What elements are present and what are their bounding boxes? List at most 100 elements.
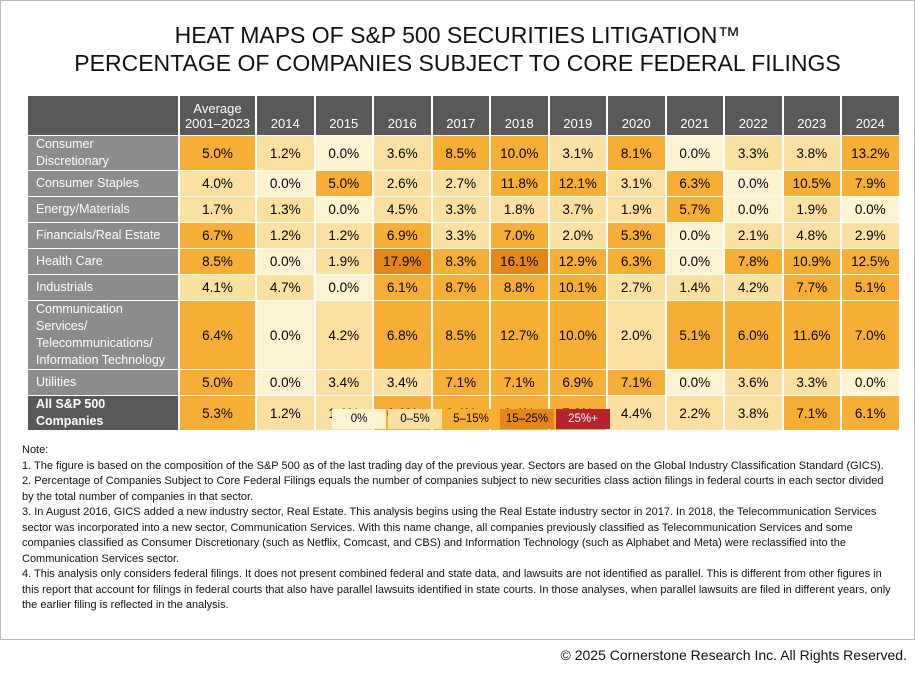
cell: 5.1% — [842, 275, 899, 300]
cell: 3.8% — [783, 136, 840, 170]
cell: 5.0% — [180, 136, 255, 170]
cell: 11.6% — [783, 301, 840, 369]
cell: 2.9% — [842, 223, 899, 248]
cell: 0.0% — [315, 197, 372, 222]
cell: 7.1% — [608, 370, 665, 395]
cell: 6.8% — [374, 301, 431, 369]
cell: 4.1% — [180, 275, 255, 300]
column-header: Average 2001–2023 — [180, 96, 255, 135]
cell: 0.0% — [725, 171, 782, 196]
cell: 2.0% — [549, 223, 606, 248]
column-header: 2018 — [491, 96, 548, 135]
cell: 5.7% — [666, 197, 723, 222]
cell: 3.3% — [725, 136, 782, 170]
cell: 1.9% — [783, 197, 840, 222]
cell: 2.7% — [432, 171, 489, 196]
cell: 12.7% — [491, 301, 548, 369]
column-header: 2020 — [608, 96, 665, 135]
cell: 5.0% — [315, 171, 372, 196]
cell: 0.0% — [725, 197, 782, 222]
cell: 13.2% — [842, 136, 899, 170]
cell: 7.1% — [783, 396, 840, 430]
cell: 4.2% — [725, 275, 782, 300]
row: Consumer Discretionary 5.0% 1.2% 0.0% 3.6% 8.… — [28, 136, 899, 170]
row: Utilities 5.0% 0.0% 3.4% 3.4% 7.1% 7.1% 6.9% 7.1… — [28, 370, 899, 395]
row-label: Industrials — [28, 275, 178, 300]
cell: 7.1% — [491, 370, 548, 395]
cell: 3.1% — [608, 171, 665, 196]
note: 4. This analysis only considers federal … — [22, 568, 891, 611]
cell: 1.8% — [491, 197, 548, 222]
cell: 2.1% — [725, 223, 782, 248]
cell: 8.5% — [432, 301, 489, 369]
cell: 11.8% — [491, 171, 548, 196]
row: Consumer Staples 4.0% 0.0% 5.0% 2.6% 2.7% 11.8… — [28, 171, 899, 196]
row: Financials/Real Estate 6.7% 1.2% 1.2% 6.9% 3.… — [28, 223, 899, 248]
cell: 12.1% — [549, 171, 606, 196]
cell: 4.2% — [315, 301, 372, 369]
cell: 4.7% — [257, 275, 314, 300]
cell: 8.7% — [432, 275, 489, 300]
cell: 7.8% — [725, 249, 782, 274]
row-label: Energy/Materials — [28, 197, 178, 222]
cell: 7.0% — [491, 223, 548, 248]
cell: 8.5% — [180, 249, 255, 274]
cell: 1.2% — [257, 136, 314, 170]
row-label: Consumer Discretionary — [28, 136, 178, 170]
row: Industrials 4.1% 4.7% 0.0% 6.1% 8.7% 8.8% 10.1%… — [28, 275, 899, 300]
cell: 6.4% — [180, 301, 255, 369]
cell: 3.3% — [432, 223, 489, 248]
cell: 1.2% — [315, 223, 372, 248]
row-label: Utilities — [28, 370, 178, 395]
cell: 8.1% — [608, 136, 665, 170]
column-header: 2014 — [257, 96, 314, 135]
cell: 0.0% — [257, 171, 314, 196]
cell: 6.1% — [842, 396, 899, 430]
row-label: All S&P 500 Companies — [28, 396, 178, 430]
cell: 0.0% — [666, 223, 723, 248]
cell: 0.0% — [666, 249, 723, 274]
note: 1. The figure is based on the compositio… — [22, 459, 884, 472]
cell: 6.0% — [725, 301, 782, 369]
legend-item: 5–15% — [444, 409, 498, 429]
column-header: 2017 — [432, 96, 489, 135]
row: Communication Services/ Telecommunicatio… — [28, 301, 899, 369]
cell: 5.3% — [608, 223, 665, 248]
cell: 6.9% — [374, 223, 431, 248]
cell: 0.0% — [257, 370, 314, 395]
cell: 1.9% — [608, 197, 665, 222]
cell: 0.0% — [257, 249, 314, 274]
cell: 8.8% — [491, 275, 548, 300]
cell: 10.0% — [549, 301, 606, 369]
notes-heading: Note: — [22, 444, 49, 456]
title: PERCENTAGE OF COMPANIES SUBJECT TO CORE … — [74, 50, 841, 76]
column-header: 2023 — [783, 96, 840, 135]
cell: 16.1% — [491, 249, 548, 274]
cell: 3.4% — [374, 370, 431, 395]
row-label: Financials/Real Estate — [28, 223, 178, 248]
cell: 0.0% — [842, 370, 899, 395]
cell: 10.0% — [491, 136, 548, 170]
row-label: Communication Services/ Telecommunicatio… — [28, 301, 178, 369]
column-header: 2016 — [374, 96, 431, 135]
cell: 2.2% — [666, 396, 723, 430]
legend-item: 0% — [332, 409, 386, 429]
cell: 3.6% — [725, 370, 782, 395]
cell: 1.9% — [315, 249, 372, 274]
cell: 3.3% — [783, 370, 840, 395]
heatmap-table: Average 2001–2023 2014 2015 2016 2017 2018 201… — [26, 95, 901, 431]
cell: 4.8% — [783, 223, 840, 248]
column-header: 2022 — [725, 96, 782, 135]
column-header: 2019 — [549, 96, 606, 135]
note: 2. Percentage of Companies Subject to Co… — [22, 475, 884, 503]
title: HEAT MAPS OF S&P 500 SECURITIES LITIGATI… — [174, 22, 741, 48]
cell: 1.7% — [180, 197, 255, 222]
cell: 0.0% — [842, 197, 899, 222]
cell: 6.9% — [549, 370, 606, 395]
corner — [28, 96, 178, 135]
cell: 6.7% — [180, 223, 255, 248]
row-label: Health Care — [28, 249, 178, 274]
cell: 7.1% — [432, 370, 489, 395]
cell: 6.1% — [374, 275, 431, 300]
